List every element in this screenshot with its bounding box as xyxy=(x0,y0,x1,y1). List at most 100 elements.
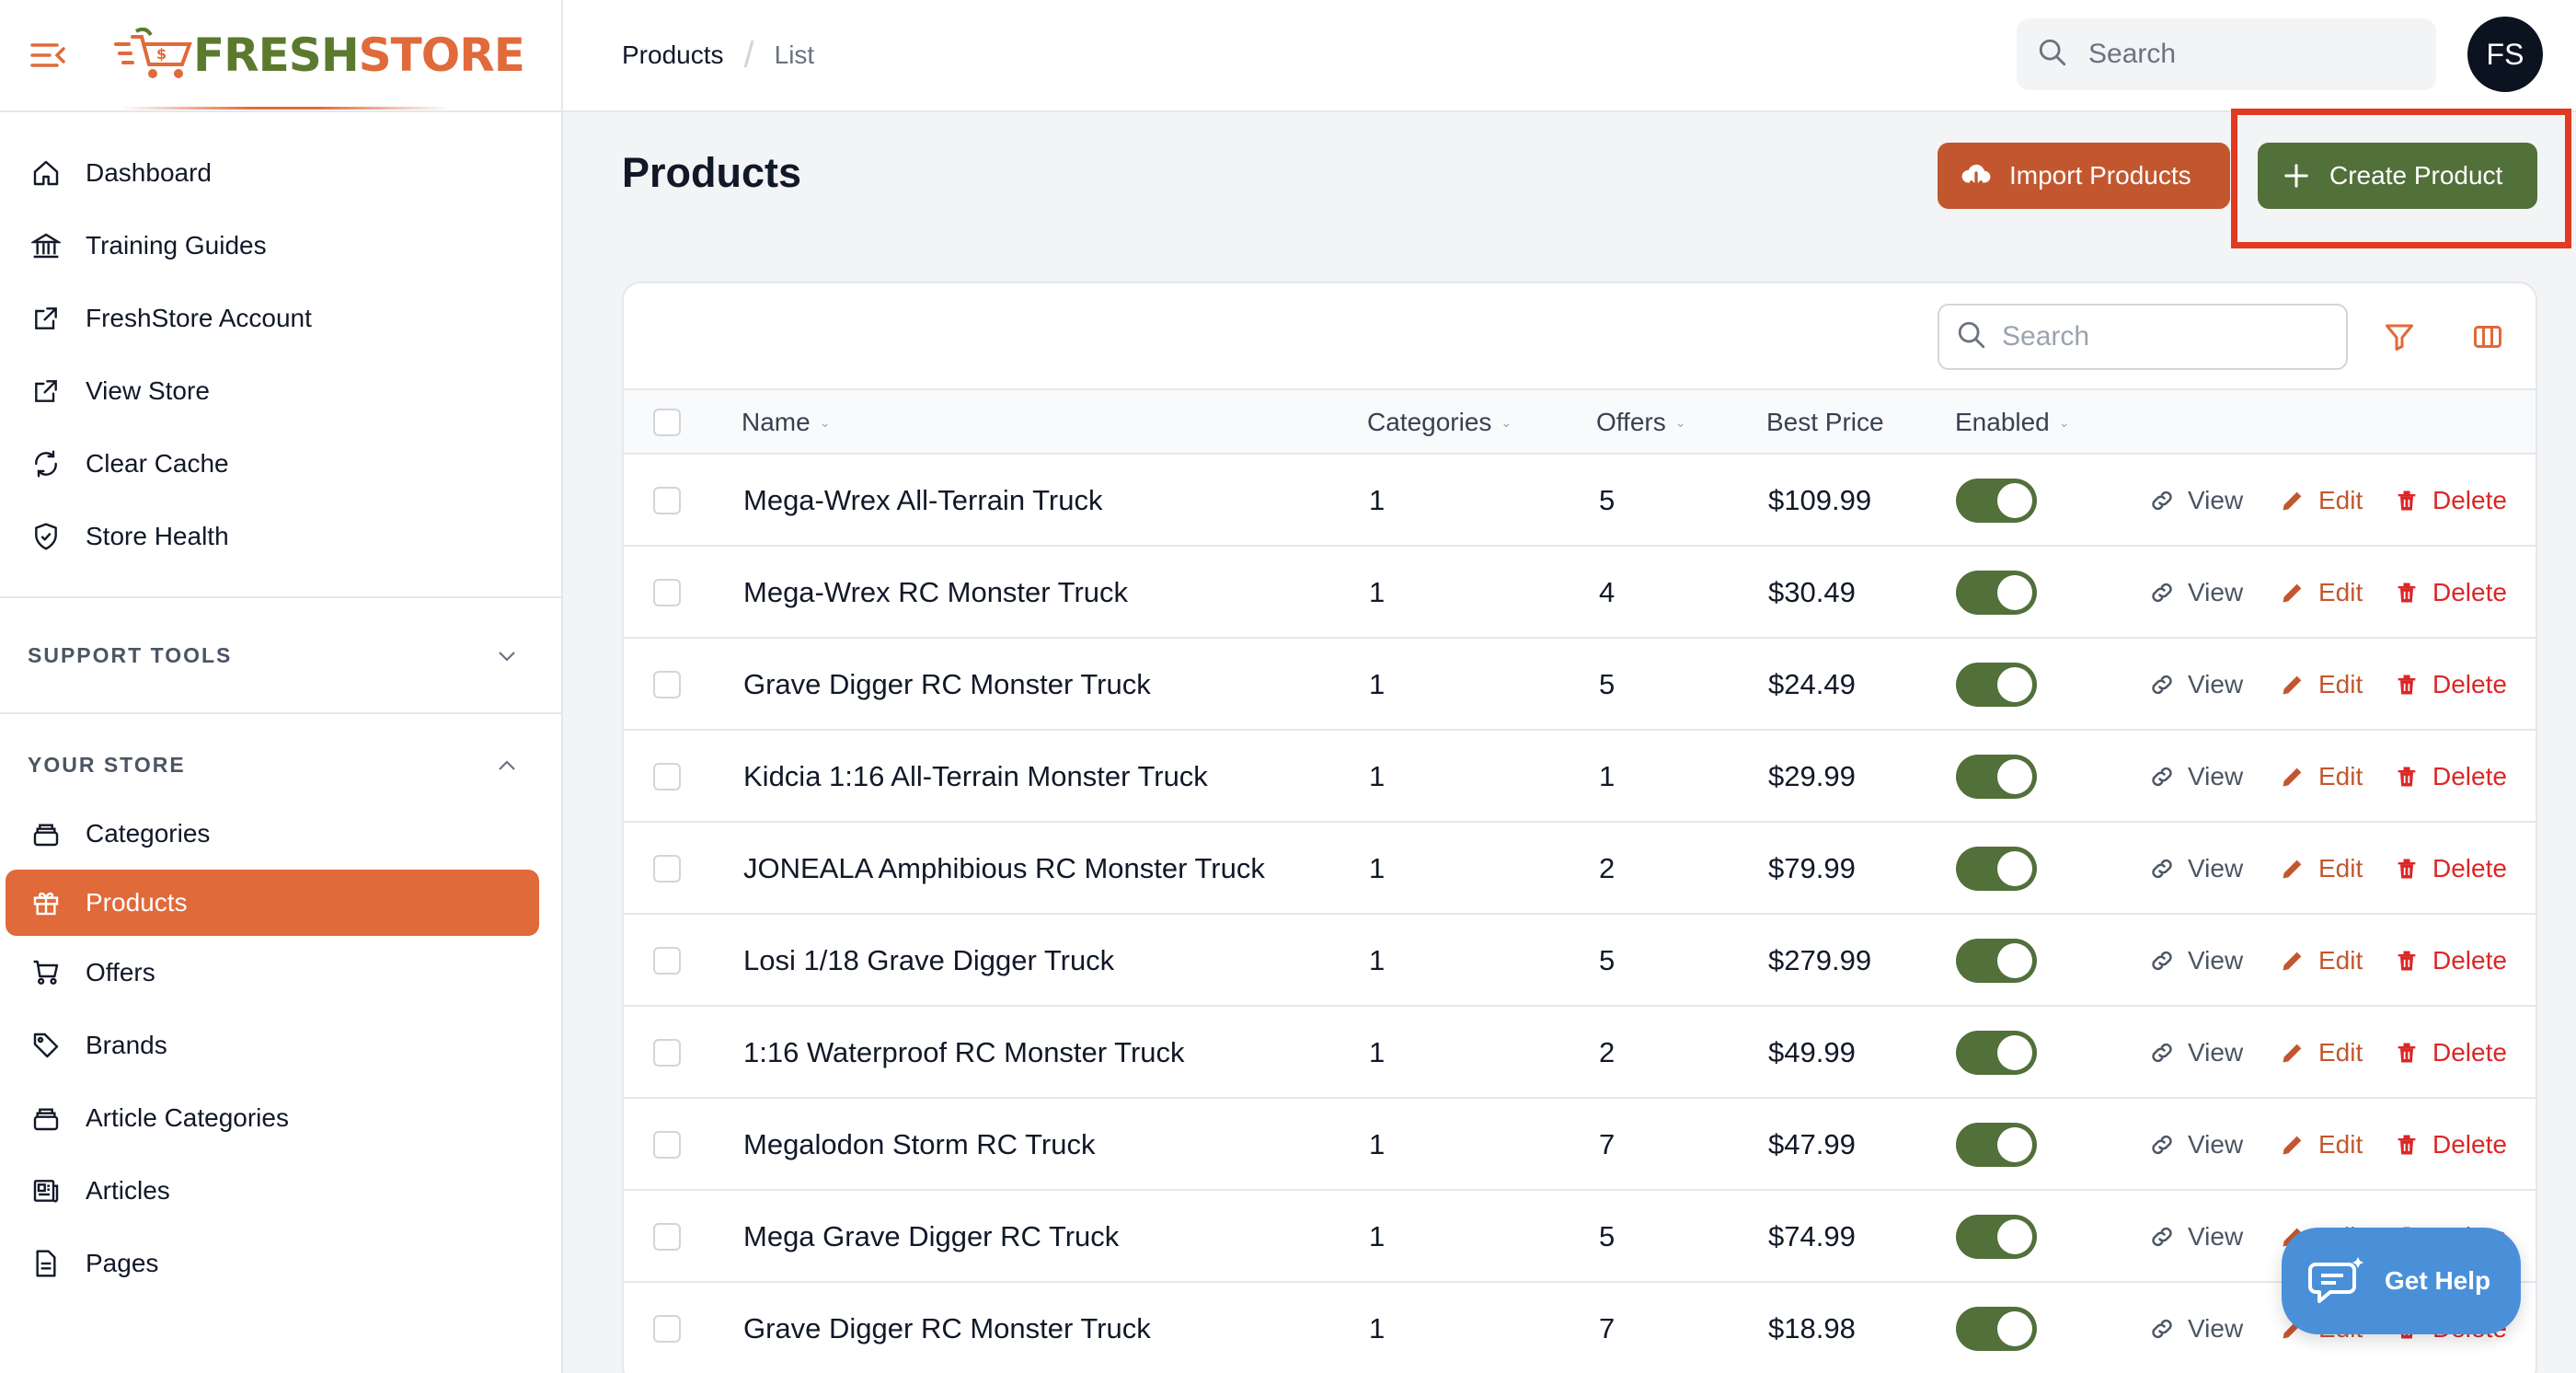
column-header-offers[interactable]: Offers ⌄ xyxy=(1596,390,1685,455)
avatar[interactable]: FS xyxy=(2467,17,2543,92)
row-checkbox[interactable] xyxy=(653,1131,681,1159)
pencil-icon xyxy=(2278,486,2307,515)
sidebar-item-article-categories[interactable]: Article Categories xyxy=(0,1081,561,1154)
delete-action[interactable]: Delete xyxy=(2392,639,2507,731)
sidebar-item-offers[interactable]: Offers xyxy=(0,936,561,1009)
table-header: Name ⌄ Categories ⌄ Offers ⌄ Best Price Ena… xyxy=(624,388,2536,455)
delete-action[interactable]: Delete xyxy=(2392,547,2507,639)
products-table-card: Name ⌄ Categories ⌄ Offers ⌄ Best Price Ena… xyxy=(622,282,2537,1373)
view-action[interactable]: View xyxy=(2147,1283,2243,1373)
svg-text:$: $ xyxy=(156,45,167,63)
sidebar-item-categories[interactable]: Categories xyxy=(0,797,561,870)
row-checkbox[interactable] xyxy=(653,855,681,883)
cell-name: Mega-Wrex All-Terrain Truck xyxy=(743,484,1103,516)
column-header-enabled[interactable]: Enabled ⌄ xyxy=(1955,390,2070,455)
enabled-toggle[interactable] xyxy=(1956,571,2037,615)
edit-label: Edit xyxy=(2318,578,2363,606)
enabled-toggle[interactable] xyxy=(1956,1123,2037,1167)
row-checkbox[interactable] xyxy=(653,579,681,606)
row-checkbox[interactable] xyxy=(653,947,681,975)
global-search-input[interactable] xyxy=(2088,39,2392,70)
create-product-button[interactable]: Create Product xyxy=(2258,143,2537,209)
column-header-name[interactable]: Name ⌄ xyxy=(742,390,830,455)
view-label: View xyxy=(2188,1222,2244,1251)
view-action[interactable]: View xyxy=(2147,731,2243,823)
delete-action[interactable]: Delete xyxy=(2392,1099,2507,1191)
import-products-button[interactable]: Import Products xyxy=(1938,143,2230,209)
delete-action[interactable]: Delete xyxy=(2392,823,2507,915)
select-all-checkbox[interactable] xyxy=(653,409,681,436)
sidebar-item-articles[interactable]: Articles xyxy=(0,1154,561,1227)
table-search-input[interactable] xyxy=(2002,321,2315,352)
column-label: Best Price xyxy=(1766,408,1884,436)
breadcrumb-products[interactable]: Products xyxy=(622,40,724,69)
sidebar-item-pages[interactable]: Pages xyxy=(0,1227,561,1299)
sidebar-item-view-store[interactable]: View Store xyxy=(0,354,561,427)
logo-text-store: STORE xyxy=(358,29,525,82)
view-label: View xyxy=(2188,1314,2244,1343)
enabled-toggle[interactable] xyxy=(1956,847,2037,891)
sidebar-item-training-guides[interactable]: Training Guides xyxy=(0,209,561,282)
cell-offers: 2 xyxy=(1599,1036,1616,1068)
delete-action[interactable]: Delete xyxy=(2392,455,2507,547)
edit-action[interactable]: Edit xyxy=(2278,547,2363,639)
pencil-icon xyxy=(2278,1130,2307,1160)
delete-action[interactable]: Delete xyxy=(2392,1007,2507,1099)
edit-action[interactable]: Edit xyxy=(2278,731,2363,823)
view-action[interactable]: View xyxy=(2147,1191,2243,1283)
enabled-toggle[interactable] xyxy=(1956,755,2037,799)
enabled-toggle[interactable] xyxy=(1956,1031,2037,1075)
cell-offers: 4 xyxy=(1599,576,1616,608)
global-search[interactable] xyxy=(2017,18,2436,90)
delete-action[interactable]: Delete xyxy=(2392,915,2507,1007)
columns-icon[interactable] xyxy=(2469,318,2506,355)
section-support-tools[interactable]: SUPPORT TOOLS xyxy=(0,598,561,712)
enabled-toggle[interactable] xyxy=(1956,1307,2037,1351)
edit-action[interactable]: Edit xyxy=(2278,915,2363,1007)
enabled-toggle[interactable] xyxy=(1956,1215,2037,1259)
view-action[interactable]: View xyxy=(2147,455,2243,547)
freshstore-logo[interactable]: $ FRESH STORE xyxy=(114,28,525,83)
table-search[interactable] xyxy=(1938,304,2348,370)
row-checkbox[interactable] xyxy=(653,763,681,790)
enabled-toggle[interactable] xyxy=(1956,663,2037,707)
row-checkbox[interactable] xyxy=(653,1039,681,1067)
edit-action[interactable]: Edit xyxy=(2278,455,2363,547)
sidebar-item-products[interactable]: Products xyxy=(6,870,539,936)
enabled-toggle[interactable] xyxy=(1956,939,2037,983)
delete-action[interactable]: Delete xyxy=(2392,731,2507,823)
column-header-categories[interactable]: Categories ⌄ xyxy=(1367,390,1512,455)
table-row: Mega-Wrex RC Monster Truck 1 4 $30.49 Vi… xyxy=(624,547,2536,639)
cell-best-price: $79.99 xyxy=(1768,852,1856,884)
view-action[interactable]: View xyxy=(2147,1007,2243,1099)
view-action[interactable]: View xyxy=(2147,547,2243,639)
section-your-store[interactable]: YOUR STORE xyxy=(0,733,561,797)
collapse-sidebar-icon[interactable] xyxy=(28,35,68,75)
edit-action[interactable]: Edit xyxy=(2278,1007,2363,1099)
edit-action[interactable]: Edit xyxy=(2278,1099,2363,1191)
home-icon xyxy=(29,156,63,190)
view-action[interactable]: View xyxy=(2147,915,2243,1007)
get-help-button[interactable]: Get Help xyxy=(2282,1228,2521,1334)
enabled-toggle[interactable] xyxy=(1956,479,2037,523)
edit-action[interactable]: Edit xyxy=(2278,823,2363,915)
view-action[interactable]: View xyxy=(2147,823,2243,915)
sidebar-item-freshstore-account[interactable]: FreshStore Account xyxy=(0,282,561,354)
section-label: SUPPORT TOOLS xyxy=(28,642,233,667)
row-select-cell xyxy=(653,639,681,731)
column-label: Name xyxy=(742,408,811,436)
sidebar-item-clear-cache[interactable]: Clear Cache xyxy=(0,427,561,500)
sidebar-item-brands[interactable]: Brands xyxy=(0,1009,561,1081)
view-action[interactable]: View xyxy=(2147,639,2243,731)
sidebar-item-label: Training Guides xyxy=(86,230,267,260)
row-checkbox[interactable] xyxy=(653,671,681,698)
edit-action[interactable]: Edit xyxy=(2278,639,2363,731)
filter-icon[interactable] xyxy=(2381,318,2418,355)
sidebar-item-dashboard[interactable]: Dashboard xyxy=(0,136,561,209)
view-action[interactable]: View xyxy=(2147,1099,2243,1191)
row-checkbox[interactable] xyxy=(653,1315,681,1343)
sidebar-item-store-health[interactable]: Store Health xyxy=(0,500,561,572)
row-checkbox[interactable] xyxy=(653,1223,681,1251)
row-checkbox[interactable] xyxy=(653,487,681,514)
search-icon xyxy=(2037,37,2068,73)
